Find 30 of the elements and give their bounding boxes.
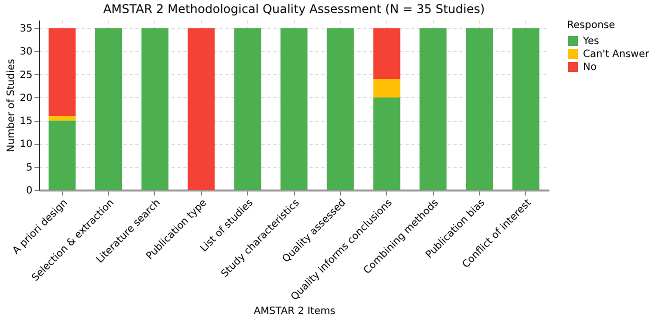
bar: [48, 120, 76, 190]
legend-label: No: [583, 62, 597, 73]
bar: [373, 78, 400, 98]
y-tick-label: 15: [20, 116, 32, 128]
y-tick-label: 10: [20, 139, 32, 150]
x-axis-title: AMSTAR 2 Items: [254, 306, 336, 318]
y-tick-label: 20: [20, 92, 32, 104]
bar: [373, 97, 400, 190]
bar: [95, 28, 122, 190]
y-tick-label: 5: [26, 162, 32, 174]
legend-label: Can't Answer: [583, 49, 650, 60]
bar: [512, 28, 540, 190]
bar: [280, 28, 308, 190]
bar: [466, 28, 493, 190]
bar: [141, 28, 168, 190]
y-axis-title: Number of Studies: [6, 58, 17, 152]
y-tick-label: 30: [20, 46, 32, 58]
legend-title: Response: [567, 20, 616, 31]
bar: [48, 116, 76, 121]
bar: [373, 28, 400, 79]
chart-title: AMSTAR 2 Methodological Quality Assessment (N = 35 Studies): [103, 2, 485, 16]
bar: [188, 28, 215, 190]
bar: [326, 28, 354, 190]
bar: [234, 28, 262, 190]
bar: [48, 28, 76, 116]
y-tick-label: 35: [20, 24, 32, 35]
y-tick-label: 0: [26, 186, 32, 196]
bar: [420, 28, 447, 190]
y-tick-label: 25: [20, 70, 32, 81]
legend-label: Yes: [582, 36, 600, 47]
